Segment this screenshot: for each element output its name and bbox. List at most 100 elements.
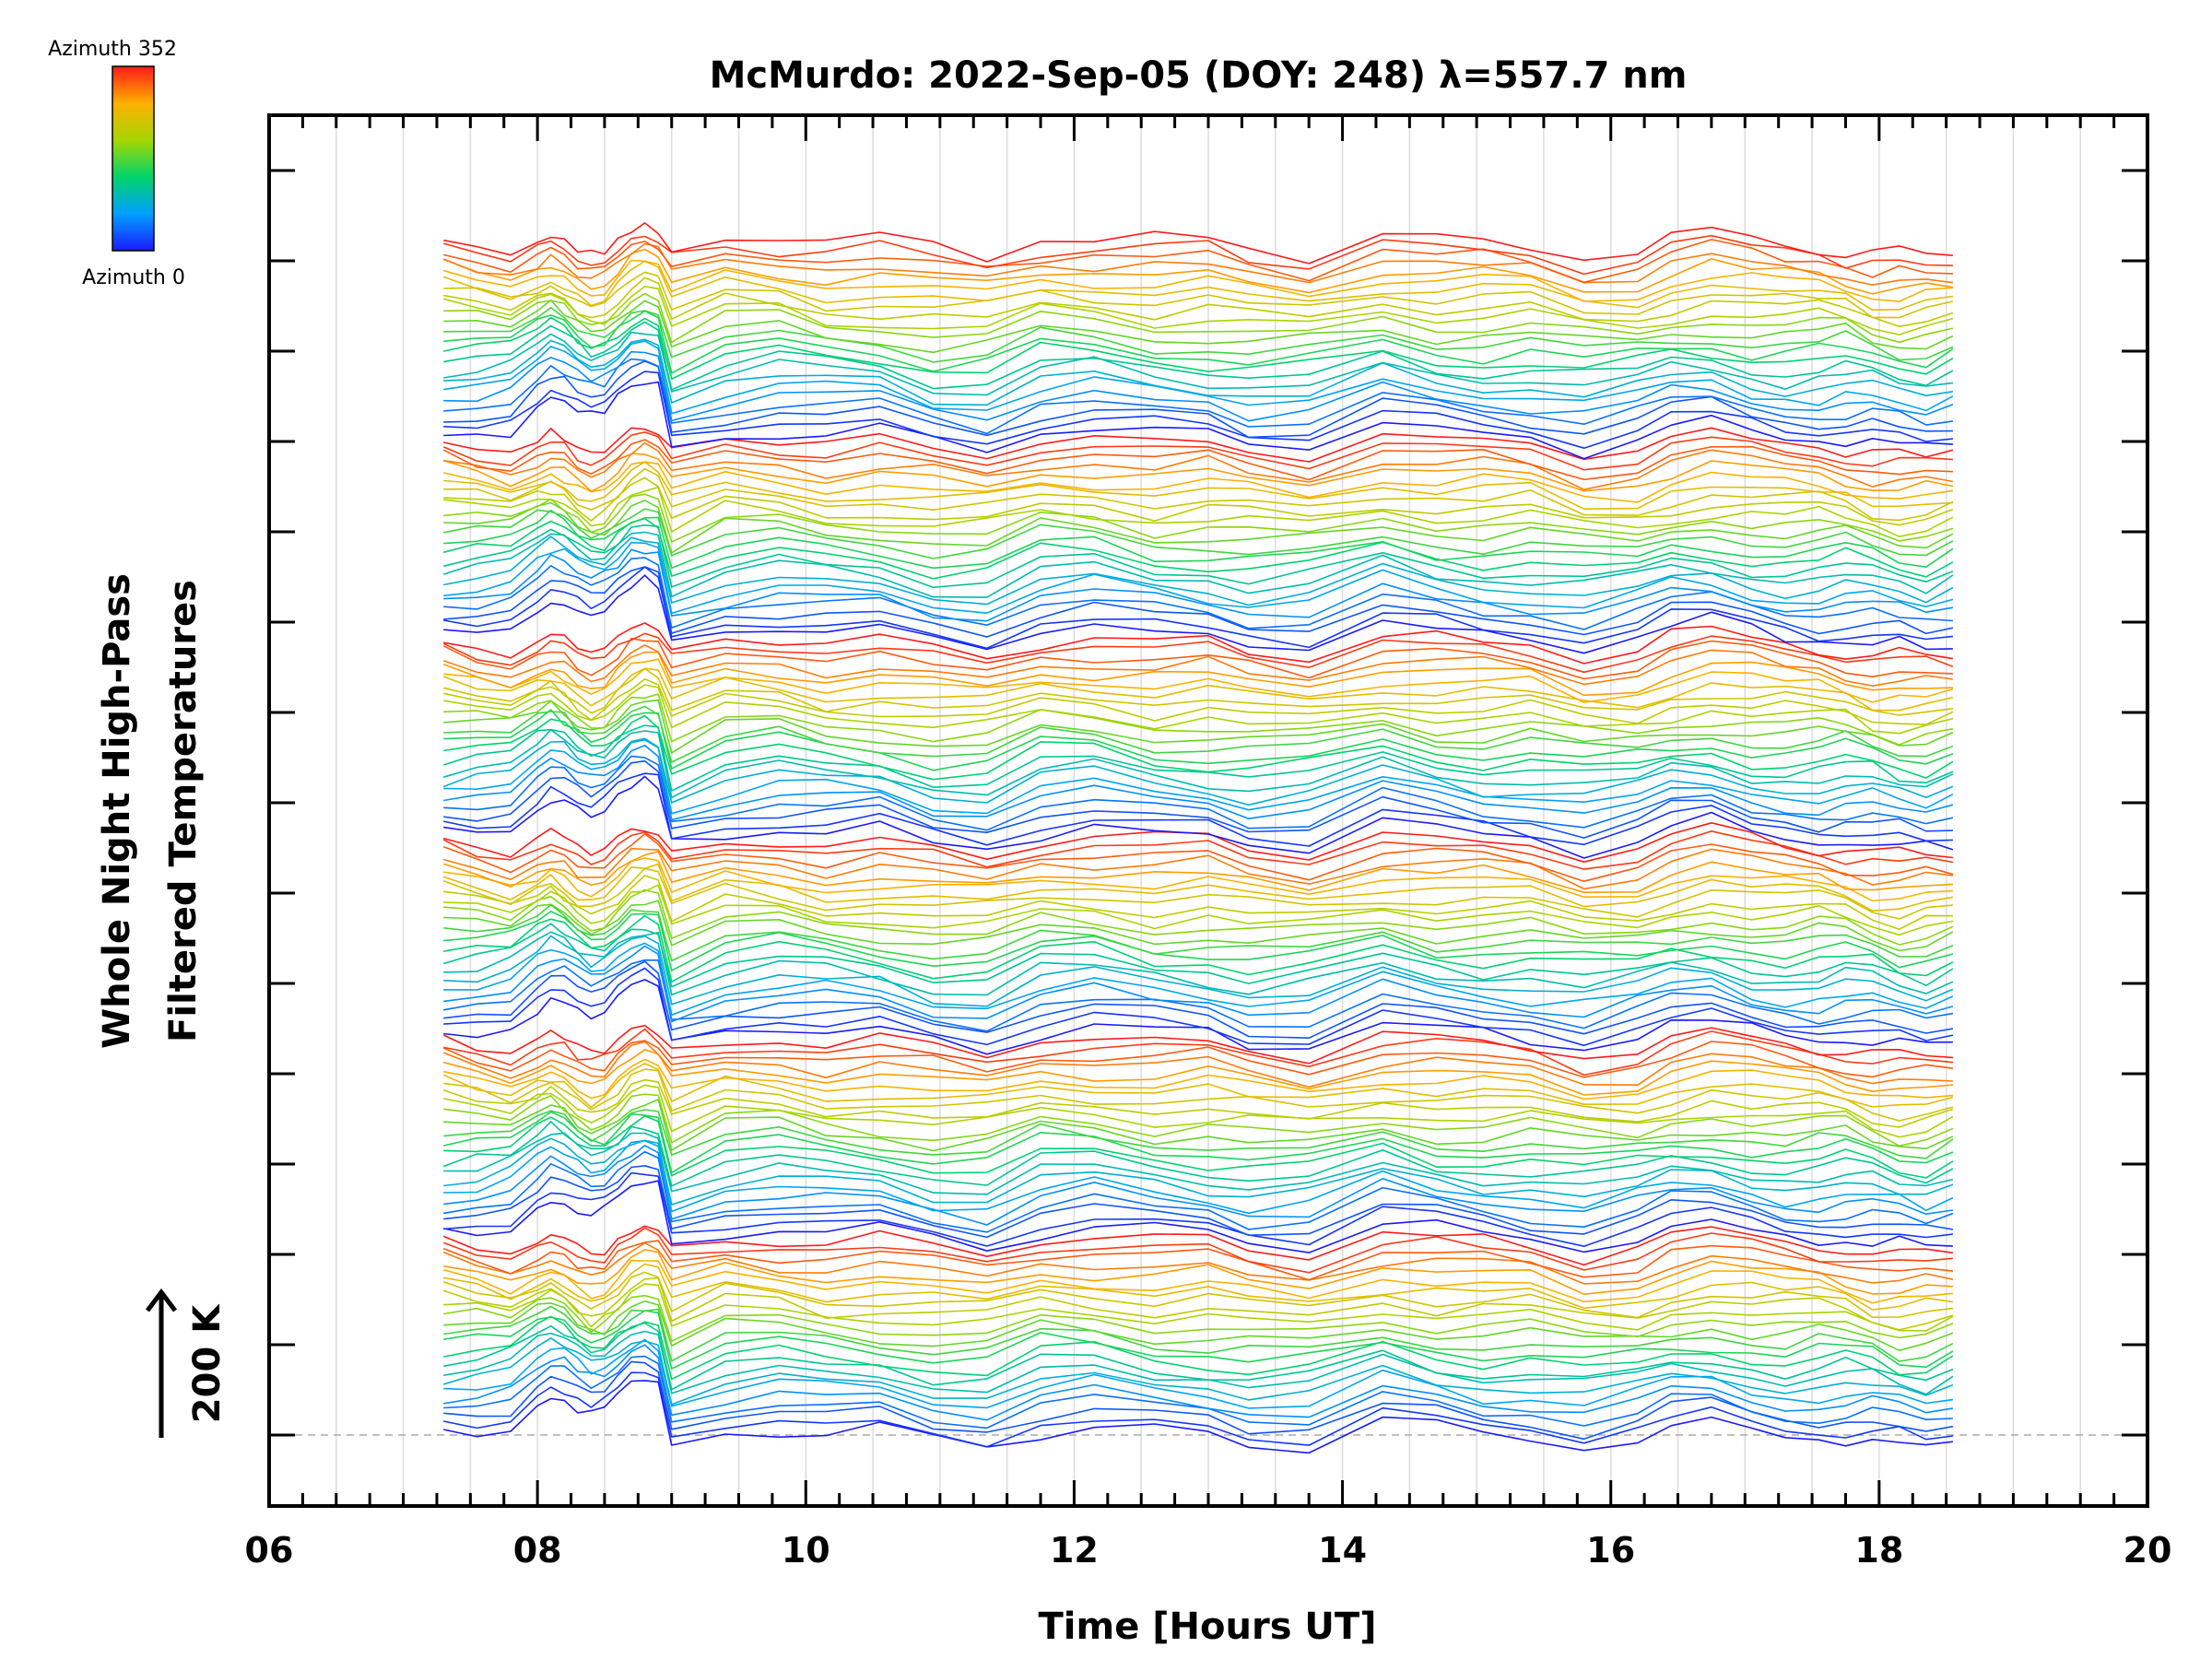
series-line (443, 1093, 1954, 1147)
series-line (443, 508, 1954, 559)
series-line (443, 461, 1953, 511)
series-line (443, 1330, 1954, 1395)
series-line (443, 1171, 1953, 1247)
series-line (442, 1041, 1953, 1088)
series-line (443, 744, 1954, 821)
series-line (442, 531, 1954, 598)
series-line (442, 667, 1954, 712)
x-tick-label: 08 (513, 1530, 562, 1571)
axis-ticks (267, 115, 2149, 1506)
series-line (443, 306, 1954, 363)
series-line (443, 310, 1954, 374)
series-line (443, 1099, 1954, 1152)
series-line (443, 427, 1954, 463)
series-line (442, 1078, 1954, 1128)
x-tick-label: 14 (1318, 1530, 1367, 1571)
series-line (443, 486, 1954, 538)
series-line (443, 738, 1954, 815)
series-line (443, 566, 1953, 650)
series-line (443, 900, 1954, 952)
series-line (443, 1371, 1954, 1448)
series-line (443, 942, 1954, 1017)
series-line (443, 340, 1954, 415)
series-line (443, 371, 1953, 450)
series-line (443, 684, 1954, 735)
series-line (442, 453, 1954, 493)
series-line (443, 441, 1954, 491)
series-line (443, 566, 1954, 638)
series-line (443, 775, 1954, 859)
series-line (442, 651, 1953, 697)
series-line (443, 1305, 1954, 1362)
series-line (442, 830, 1954, 870)
series-line (443, 884, 1954, 936)
series-line (443, 1068, 1954, 1122)
series-line (443, 967, 1954, 1047)
chart-title: McMurdo: 2022-Sep-05 (DOY: 248) λ=557.7 … (710, 54, 1688, 97)
scale-bar: 200 K (146, 1288, 229, 1438)
series-line (443, 709, 1954, 771)
series-line (442, 1063, 1954, 1109)
series-line (443, 622, 1954, 665)
series-line (443, 541, 1954, 615)
series-line (443, 276, 1954, 328)
series-line (443, 1315, 1954, 1381)
series-line (443, 705, 1954, 763)
series-line (443, 292, 1954, 344)
series-line (443, 1145, 1954, 1226)
series-line (443, 316, 1954, 380)
series-line (442, 242, 1954, 286)
series-line (442, 632, 1954, 674)
series-line (443, 1380, 1953, 1454)
series-line (443, 1137, 1954, 1206)
x-axis-label: Time [Hours UT] (1039, 1606, 1377, 1648)
series-line (443, 1338, 1954, 1409)
series-line (442, 724, 1954, 792)
series-line (442, 1271, 1954, 1319)
series-line (443, 914, 1954, 982)
series-line (443, 557, 1953, 630)
series-line (443, 931, 1954, 996)
series-line (443, 321, 1954, 391)
series-line (443, 500, 1954, 554)
series-line (443, 1355, 1953, 1430)
x-tick-label: 16 (1586, 1530, 1635, 1571)
series-line (443, 548, 1954, 622)
legend-colorbar (112, 65, 155, 252)
x-tick-label: 18 (1854, 1530, 1903, 1571)
series-line (443, 360, 1953, 439)
series-line (442, 439, 1953, 481)
series-line (442, 1225, 1954, 1266)
series-line (443, 888, 1954, 946)
series-line (443, 535, 1954, 606)
series-line (442, 637, 1953, 680)
series-line (443, 1150, 1954, 1233)
series-line (443, 699, 1954, 754)
series-line (443, 1028, 1953, 1077)
series-line (443, 667, 1953, 716)
series-line (443, 1310, 1954, 1370)
series-line (442, 1337, 1954, 1406)
series-line (443, 979, 1953, 1055)
series-line (443, 1283, 1954, 1332)
series-line (442, 248, 1954, 295)
series-line (442, 1277, 1954, 1331)
series-line (443, 677, 1954, 725)
series-line (443, 1132, 1954, 1195)
y-axis-label-line1: Whole Night High-Pass (96, 573, 138, 1049)
series-line (443, 759, 1953, 839)
series-line (443, 714, 1954, 781)
series-line (443, 1180, 1953, 1253)
series-line (443, 477, 1954, 526)
legend-bottom-label: Azimuth 0 (82, 266, 185, 289)
series-line (443, 299, 1954, 354)
series-line (442, 863, 1954, 912)
series-line (442, 850, 1953, 894)
x-tick-label: 06 (245, 1530, 294, 1571)
series-line (443, 911, 1954, 971)
series-line (443, 1294, 1954, 1342)
series-line (443, 350, 1954, 422)
series-line (442, 259, 1953, 302)
series-line (443, 358, 1954, 435)
